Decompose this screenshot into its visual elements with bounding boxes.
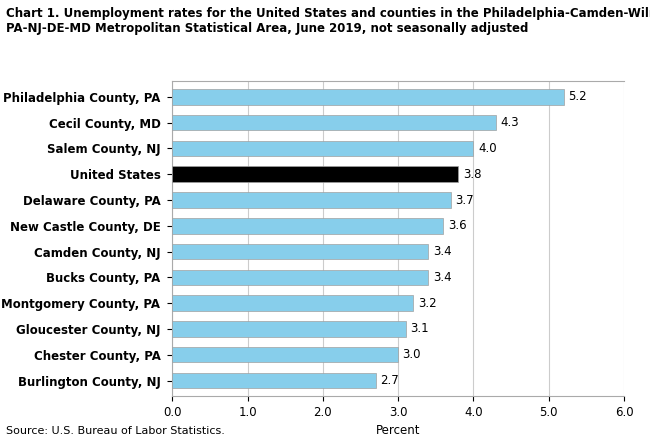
Text: 3.6: 3.6 — [448, 219, 467, 232]
Bar — [172, 373, 376, 388]
Bar — [172, 321, 406, 337]
Text: 3.0: 3.0 — [402, 348, 421, 361]
Bar — [172, 115, 496, 130]
Text: Source: U.S. Bureau of Labor Statistics.: Source: U.S. Bureau of Labor Statistics. — [6, 425, 226, 436]
Text: Chart 1. Unemployment rates for the United States and counties in the Philadelph: Chart 1. Unemployment rates for the Unit… — [6, 7, 650, 35]
Bar — [172, 347, 398, 363]
Text: 3.8: 3.8 — [463, 168, 482, 181]
Text: 3.7: 3.7 — [456, 194, 474, 206]
Text: 3.4: 3.4 — [433, 245, 451, 258]
Bar — [172, 295, 413, 311]
Bar — [172, 89, 564, 105]
Text: 4.3: 4.3 — [500, 116, 519, 129]
X-axis label: Percent: Percent — [376, 424, 421, 437]
Text: 3.4: 3.4 — [433, 271, 451, 284]
Bar — [172, 166, 458, 182]
Bar — [172, 244, 428, 259]
Text: 3.1: 3.1 — [410, 323, 429, 335]
Bar — [172, 270, 428, 285]
Text: 5.2: 5.2 — [568, 90, 587, 103]
Text: 4.0: 4.0 — [478, 142, 497, 155]
Bar — [172, 141, 473, 156]
Bar — [172, 218, 443, 234]
Text: 2.7: 2.7 — [380, 374, 399, 387]
Bar — [172, 192, 451, 208]
Text: 3.2: 3.2 — [418, 297, 436, 310]
